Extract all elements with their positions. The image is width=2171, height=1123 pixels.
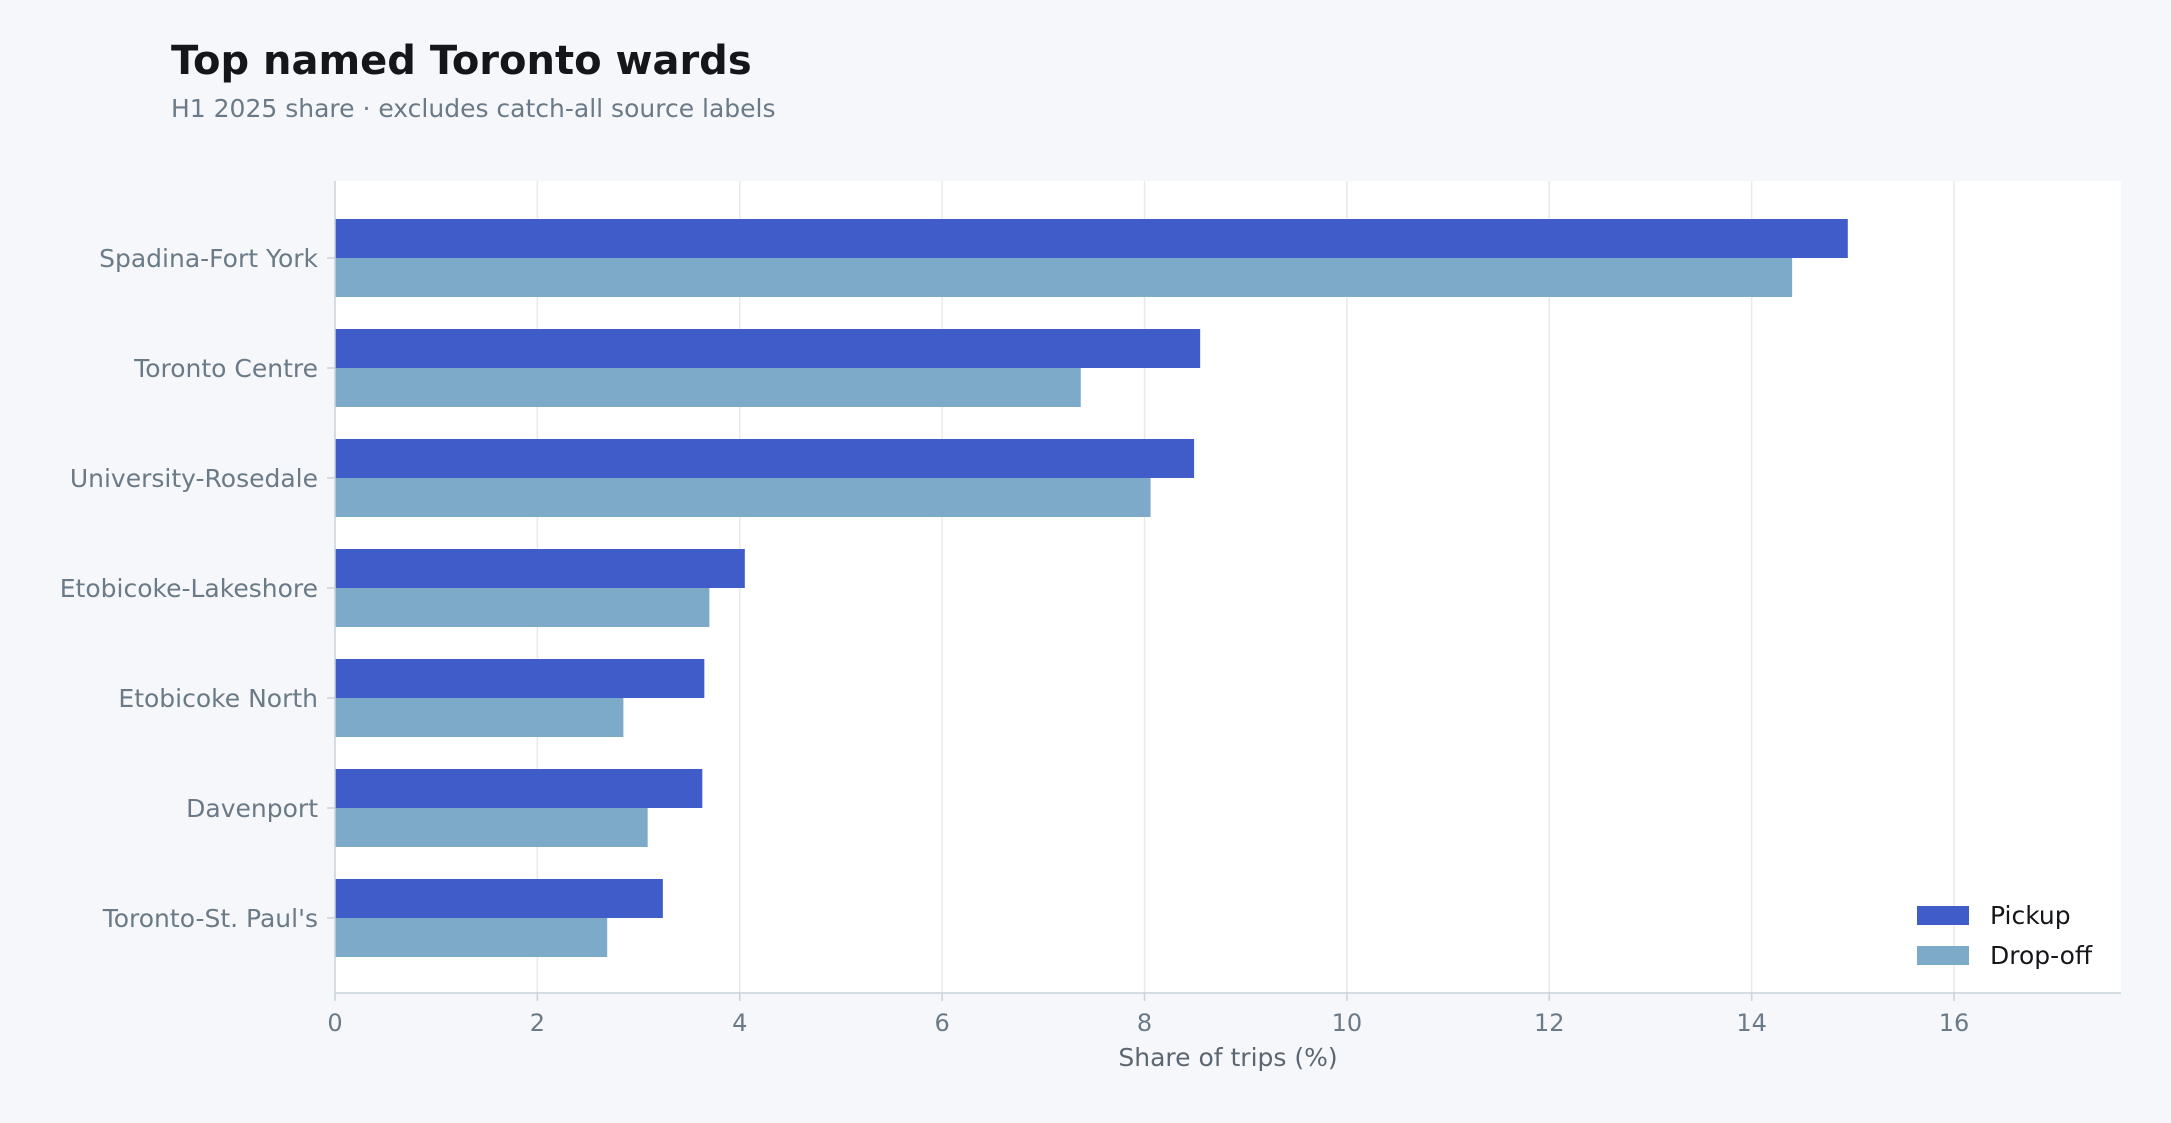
chart-subtitle: H1 2025 share · excludes catch-all sourc…	[171, 94, 776, 123]
x-tick-label: 10	[1332, 1009, 1363, 1037]
bars	[335, 219, 1848, 957]
bar-drop-off	[335, 478, 1151, 517]
bar-pickup	[335, 769, 703, 808]
category-label: Toronto-St. Paul's	[102, 904, 318, 933]
category-label: University-Rosedale	[70, 464, 318, 493]
category-label: Spadina-Fort York	[99, 244, 318, 273]
x-tick-label: 12	[1534, 1009, 1565, 1037]
x-tick-label: 0	[327, 1009, 342, 1037]
chart-title: Top named Toronto wards	[171, 38, 752, 84]
axis-ticks: 0 2 4 6 8 10 12 14 16	[327, 993, 1969, 1037]
legend-swatch	[1917, 946, 1969, 965]
x-tick-label: 16	[1939, 1009, 1970, 1037]
bar-drop-off	[335, 258, 1793, 297]
legend-label: Pickup	[1990, 901, 2071, 930]
category-labels: Spadina-Fort York Toronto Centre Universit…	[60, 244, 335, 933]
x-axis-title: Share of trips (%)	[1118, 1043, 1337, 1072]
bar-pickup	[335, 439, 1195, 478]
bar-pickup	[335, 549, 745, 588]
category-label: Davenport	[186, 794, 318, 823]
bar-drop-off	[335, 588, 710, 627]
bar-drop-off	[335, 808, 648, 847]
x-tick-label: 4	[732, 1009, 747, 1037]
bar-drop-off	[335, 368, 1081, 407]
x-tick-label: 14	[1736, 1009, 1767, 1037]
bar-pickup	[335, 659, 705, 698]
bar-pickup	[335, 219, 1848, 258]
gridlines	[536, 181, 1955, 993]
bar-pickup	[335, 329, 1201, 368]
x-tick-label: 6	[934, 1009, 949, 1037]
legend: Pickup Drop-off	[1917, 901, 2093, 970]
category-label: Etobicoke-Lakeshore	[60, 574, 318, 603]
x-tick-label: 8	[1137, 1009, 1152, 1037]
bar-pickup	[335, 879, 663, 918]
category-label: Toronto Centre	[133, 354, 318, 383]
bar-drop-off	[335, 698, 624, 737]
bar-drop-off	[335, 918, 608, 957]
legend-label: Drop-off	[1990, 941, 2093, 970]
x-tick-label: 2	[530, 1009, 545, 1037]
category-label: Etobicoke North	[118, 684, 318, 713]
legend-swatch	[1917, 906, 1969, 925]
